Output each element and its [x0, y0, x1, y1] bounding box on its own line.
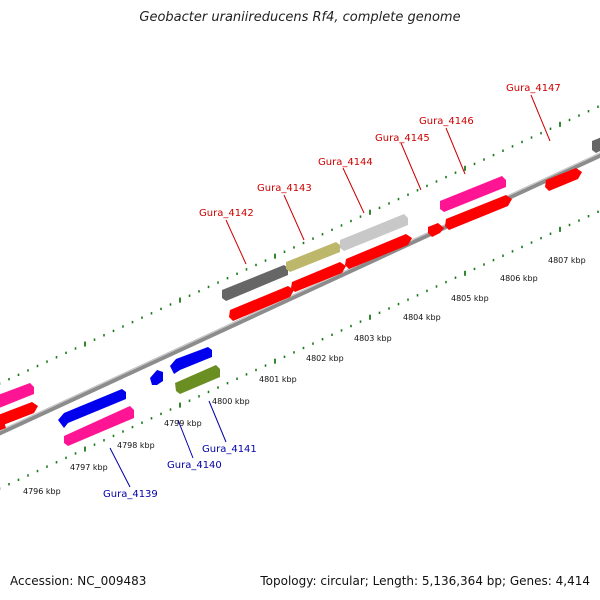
callout-gura4142	[225, 219, 247, 265]
scale-label-4807: 4807 kbp	[548, 256, 586, 265]
gene-label-gura4145[interactable]: Gura_4145	[375, 133, 430, 144]
callout-gura4143	[283, 194, 305, 241]
feature-red-left[interactable]	[0, 402, 38, 429]
map-body: Gura_4142 Gura_4143 Gura_4144 Gura_4145 …	[0, 83, 600, 500]
scale-label-4801: 4801 kbp	[259, 375, 297, 384]
feature-red-gura4142[interactable]	[229, 286, 294, 321]
callout-gura4145	[400, 142, 422, 191]
feature-darkgray-edge[interactable]	[592, 137, 600, 153]
genome-summary-text: Topology: circular; Length: 5,136,364 bp…	[260, 574, 590, 588]
gene-label-gura4140[interactable]: Gura_4140	[167, 460, 222, 471]
feature-blue-gura4140[interactable]	[170, 347, 212, 374]
reverse-features	[58, 347, 220, 446]
scale-label-4800: 4800 kbp	[212, 397, 250, 406]
callout-gura4139	[109, 447, 131, 488]
accession-text: Accession: NC_009483	[10, 574, 147, 588]
callout-gura4144	[342, 167, 365, 214]
feature-olive-gura4141[interactable]	[175, 365, 220, 394]
forward-features-upper	[222, 137, 600, 301]
feature-red-gura4143[interactable]	[291, 262, 346, 292]
feature-darkgray[interactable]	[222, 265, 288, 301]
feature-khaki[interactable]	[286, 242, 340, 272]
feature-red-gura4145[interactable]	[428, 223, 444, 237]
scale-label-4796: 4796 kbp	[23, 487, 61, 496]
feature-pink-gura4139[interactable]	[64, 406, 134, 446]
callout-gura4140	[177, 419, 194, 459]
left-edge-features	[0, 383, 38, 434]
gene-label-gura4139[interactable]: Gura_4139	[103, 489, 158, 500]
feature-pink-left[interactable]	[0, 383, 34, 410]
gene-label-gura4141[interactable]: Gura_4141	[202, 444, 257, 455]
genome-backbone-highlight	[0, 152, 600, 432]
forward-features-lower	[229, 168, 582, 321]
gene-labels: Gura_4142 Gura_4143 Gura_4144 Gura_4145 …	[103, 83, 561, 500]
lower-tick-track	[0, 210, 599, 490]
feature-lightgray[interactable]	[340, 214, 408, 251]
scale-label-4797: 4797 kbp	[70, 463, 108, 472]
feature-red-gura4144[interactable]	[345, 234, 412, 269]
scale-label-4802: 4802 kbp	[306, 354, 344, 363]
upper-tick-track	[0, 105, 599, 385]
scale-label-4806: 4806 kbp	[500, 274, 538, 283]
feature-red-gura4147[interactable]	[545, 168, 582, 191]
gene-label-gura4146[interactable]: Gura_4146	[419, 116, 474, 127]
callout-gura4147	[530, 94, 551, 142]
gene-label-gura4147[interactable]: Gura_4147	[506, 83, 561, 94]
gene-label-gura4144[interactable]: Gura_4144	[318, 157, 373, 168]
gene-label-gura4142[interactable]: Gura_4142	[199, 208, 254, 219]
callout-gura4141	[208, 400, 227, 443]
feature-red-left-small[interactable]	[0, 422, 6, 434]
scale-label-4804: 4804 kbp	[403, 313, 441, 322]
scale-label-4805: 4805 kbp	[451, 294, 489, 303]
gene-label-gura4143[interactable]: Gura_4143	[257, 183, 312, 194]
feature-blue-gura4139[interactable]	[58, 389, 126, 428]
map-title: Geobacter uraniireducens Rf4, complete g…	[139, 10, 461, 25]
scale-label-4803: 4803 kbp	[354, 334, 392, 343]
feature-red-gura4146[interactable]	[445, 195, 512, 230]
feature-blue-small[interactable]	[150, 370, 163, 385]
callout-gura4146	[445, 127, 466, 175]
callout-lines	[109, 94, 551, 488]
scale-label-4799: 4799 kbp	[164, 419, 202, 428]
genome-backbone	[0, 152, 600, 436]
feature-pink-gura4146[interactable]	[440, 176, 506, 212]
scale-label-4798: 4798 kbp	[117, 441, 155, 450]
scale-labels: 4796 kbp 4797 kbp 4798 kbp 4799 kbp 4800…	[23, 256, 586, 496]
